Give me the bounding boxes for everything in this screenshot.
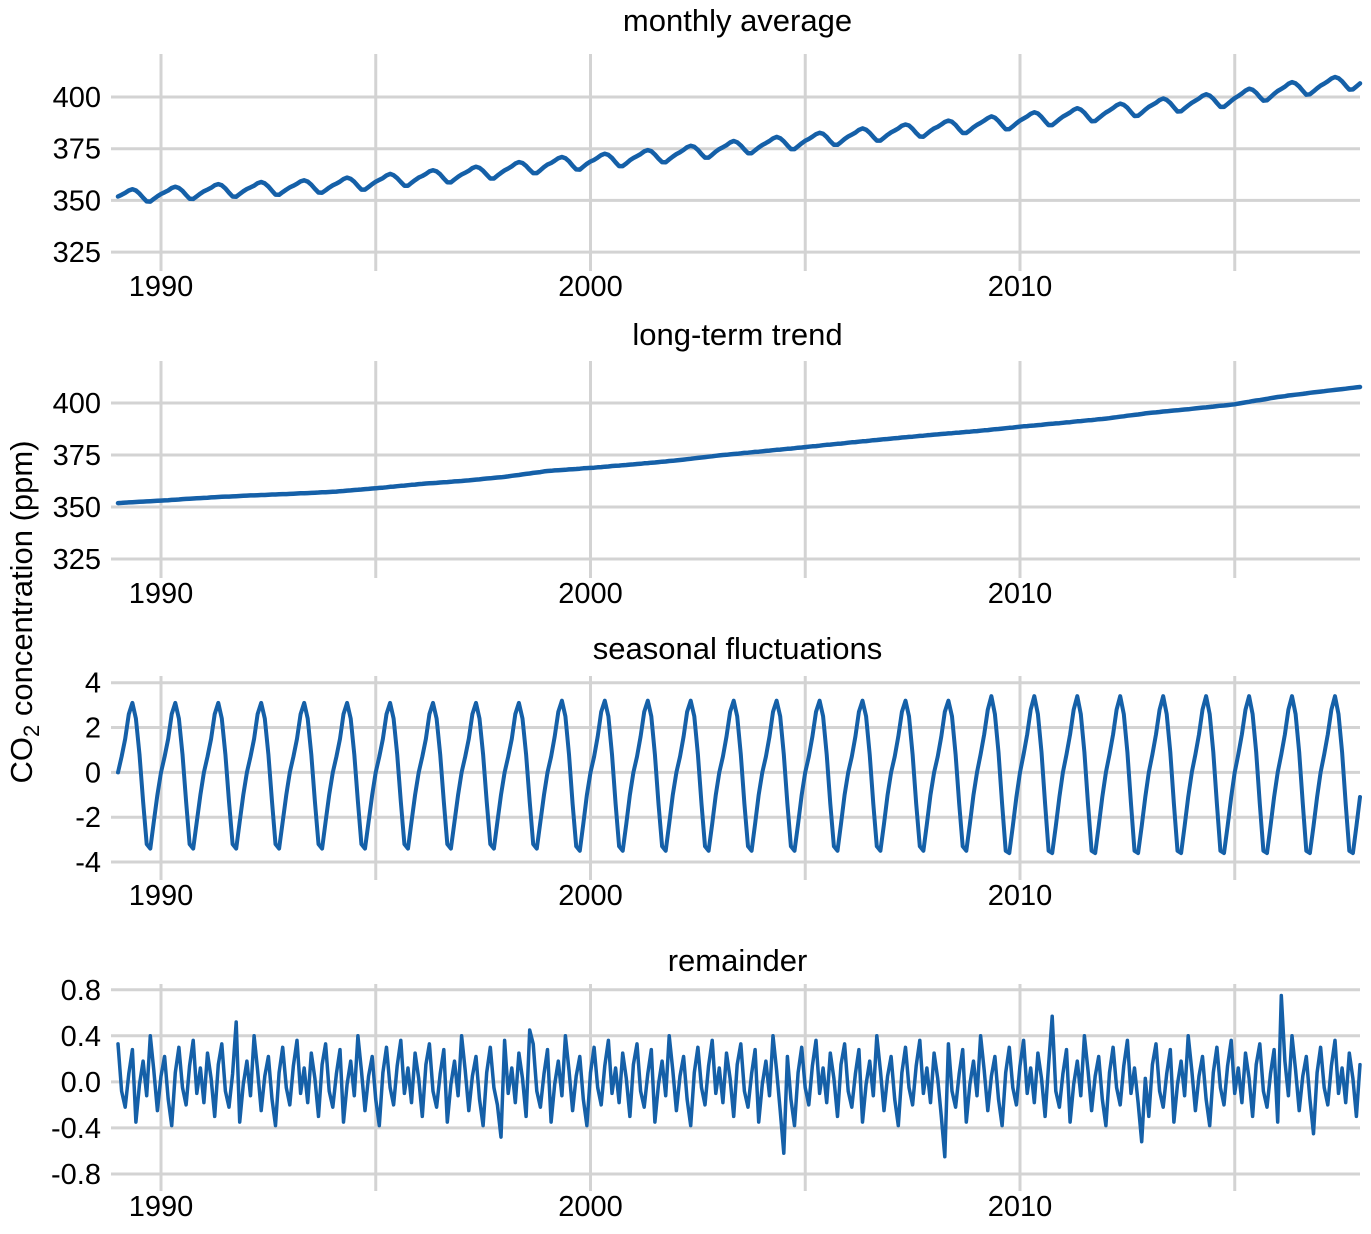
y-tick-label: 4 [85, 668, 101, 700]
y-tick-label: -0.8 [51, 1159, 101, 1191]
y-tick-label: -4 [75, 847, 101, 879]
x-tick-label: 2000 [558, 271, 623, 303]
y-tick-label: -2 [75, 802, 101, 834]
y-tick-label: 350 [53, 492, 101, 524]
y-tick-label: 400 [53, 388, 101, 420]
y-tick-label: 0.8 [61, 975, 101, 1007]
x-tick-label: 2010 [988, 1191, 1053, 1223]
y-tick-label: 325 [53, 544, 101, 576]
y-tick-label: 0 [85, 757, 101, 789]
x-tick-label: 1990 [129, 880, 194, 912]
y-tick-label: 350 [53, 185, 101, 217]
series-line-seasonal_fluctuations [116, 694, 1362, 856]
x-tick-label: 2010 [988, 880, 1053, 912]
panel-title-long-term-trend: long-term trend [632, 317, 843, 352]
panel-title-remainder: remainder [667, 943, 808, 978]
x-tick-label: 2000 [558, 1191, 623, 1223]
x-tick-label: 2000 [558, 880, 623, 912]
y-tick-label: 0.0 [61, 1067, 101, 1099]
x-tick-label: 2000 [558, 578, 623, 610]
x-tick-label: 2010 [988, 271, 1053, 303]
x-tick-label: 1990 [129, 1191, 194, 1223]
y-tick-label: 0.4 [61, 1021, 101, 1053]
x-tick-label: 1990 [129, 271, 194, 303]
x-tick-label: 1990 [129, 578, 194, 610]
y-tick-label: 2 [85, 713, 101, 745]
y-tick-label: 375 [53, 440, 101, 472]
series-line-long_term_trend [115, 384, 1363, 506]
series-line-remainder [116, 993, 1362, 1159]
x-tick-label: 2010 [988, 578, 1053, 610]
y-tick-label: -0.4 [51, 1113, 101, 1145]
y-tick-label: 400 [53, 82, 101, 114]
panel-title-seasonal-fluctuations: seasonal fluctuations [592, 631, 883, 666]
y-tick-label: 325 [53, 237, 101, 269]
y-tick-label: 375 [53, 134, 101, 166]
series-line-monthly_average [115, 74, 1363, 204]
panel-title-monthly-average: monthly average [622, 3, 853, 38]
